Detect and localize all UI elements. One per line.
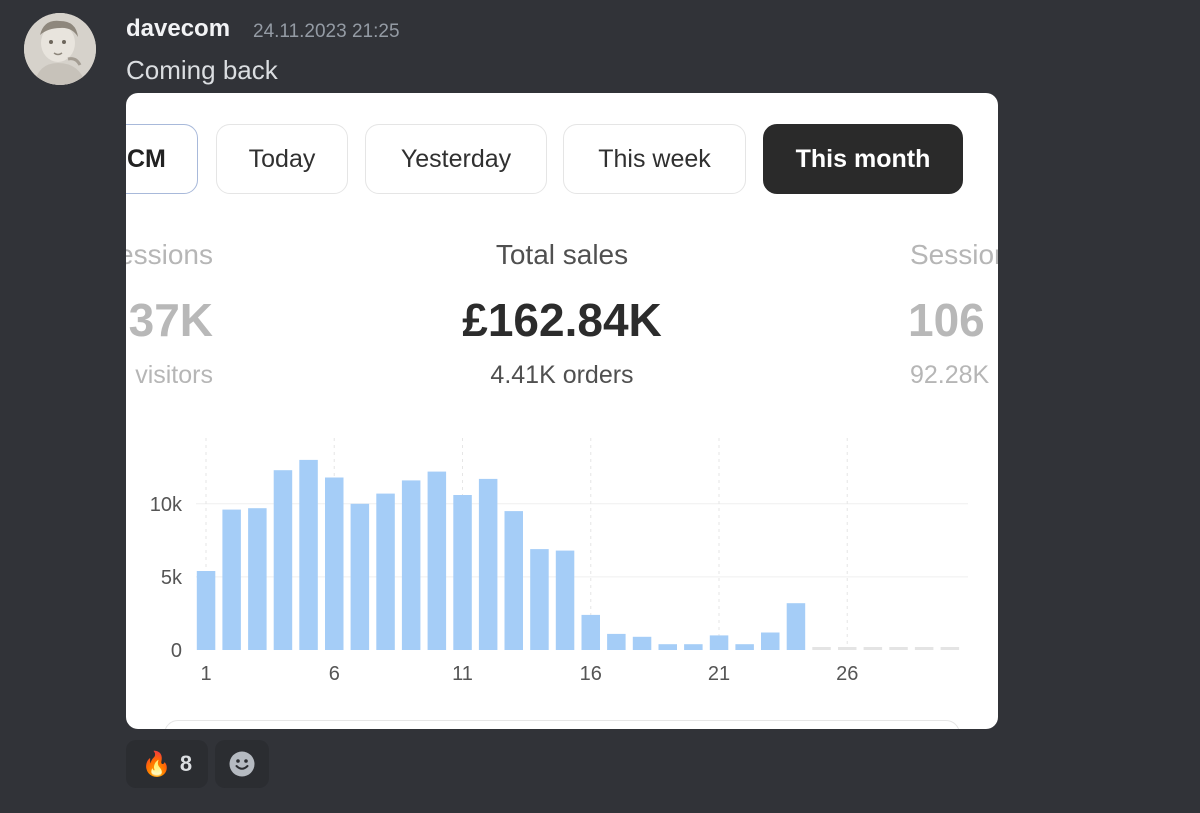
x-tick-label: 16 [580,663,602,685]
chart-bar [658,644,677,650]
filter-pill-partial[interactable]: CM [126,124,198,194]
chart-bar [555,550,575,650]
attached-image[interactable]: CM Today Yesterday This week This month … [126,93,998,729]
metric-center-value: £162.84K [462,294,662,346]
metric-left-sub: visitors [135,361,213,389]
chart-bar [761,632,780,650]
fire-emoji-icon: 🔥 [141,750,172,778]
metric-left-label: Sessions [126,239,213,270]
chart-bar [889,647,908,650]
filter-this-month-label: This month [795,144,931,173]
chart-bar [838,647,857,650]
chart-bar [581,614,600,650]
chart-bar [478,478,498,650]
chart-bar [786,603,806,650]
metric-center-label: Total sales [495,239,629,270]
chart-bar [350,503,370,650]
chart-bar [248,508,267,650]
chart-bar [914,647,934,650]
filter-this-month[interactable]: This month [763,124,963,194]
metric-center: Total sales [126,239,998,271]
x-tick-label: 1 [200,663,211,685]
chart-bar [453,495,472,650]
x-tick-label: 11 [452,663,473,685]
card-bottom-strip [164,720,960,729]
metric-left: Sessions [126,239,213,271]
chart-bar [222,509,241,650]
x-tick-label: 21 [708,663,730,685]
chart-bar [709,635,729,650]
chart-bar [376,493,395,650]
filter-pill-partial-label: CM [127,144,166,173]
metric-left-sub-wrap: visitors [135,361,213,390]
chart-bar [940,647,960,650]
chart-bar [427,471,447,650]
y-tick-label: 5k [161,567,183,589]
chart-bar [196,571,216,650]
reaction-fire[interactable]: 🔥 8 [126,740,208,788]
chart-bar [401,480,421,650]
message-timestamp: 24.11.2023 21:25 [253,21,400,42]
message-text: Coming back [126,55,278,85]
chart-bar [273,470,293,650]
chart-bar [735,644,754,650]
y-tick-label: 0 [171,640,182,662]
add-reaction-button[interactable] [215,740,269,788]
filter-yesterday[interactable]: Yesterday [365,124,547,194]
metric-right-value-wrap: 106 [908,293,985,347]
metric-center-sub: 4.41K orders [490,361,634,389]
chart-bar [812,647,831,650]
chart-bar [863,647,883,650]
metric-right-value: 106 [908,294,985,346]
metric-right-sub-wrap: 92.28K [910,361,989,390]
metric-left-value-wrap: 37K [129,293,213,347]
chart-bar [684,644,703,650]
metric-right-label: Sessions [910,239,998,270]
filter-today-label: Today [248,144,316,173]
filter-today[interactable]: Today [216,124,348,194]
chart-bar [504,511,523,650]
chart-bar [530,549,549,650]
y-tick-label: 10k [150,494,183,516]
username[interactable]: davecom [126,15,231,42]
chart-bar [299,459,318,650]
x-tick-label: 26 [836,663,858,685]
chart-bar [607,633,626,650]
filter-this-week-label: This week [598,144,711,173]
metric-right-sub: 92.28K [910,361,990,389]
metric-right: Sessions [910,239,998,271]
metric-center-value-wrap: £162.84K [126,293,998,347]
metric-left-value: 37K [128,294,213,346]
reaction-count: 8 [179,751,193,776]
x-tick-label: 6 [329,663,340,685]
add-reaction-icon [229,751,255,777]
chart-bar [325,477,344,650]
avatar[interactable] [24,13,96,85]
statue-avatar-icon [24,13,96,85]
metric-center-sub-wrap: 4.41K orders [126,361,998,390]
chart-bar [632,636,652,650]
filter-yesterday-label: Yesterday [400,144,512,173]
filter-this-week[interactable]: This week [563,124,746,194]
